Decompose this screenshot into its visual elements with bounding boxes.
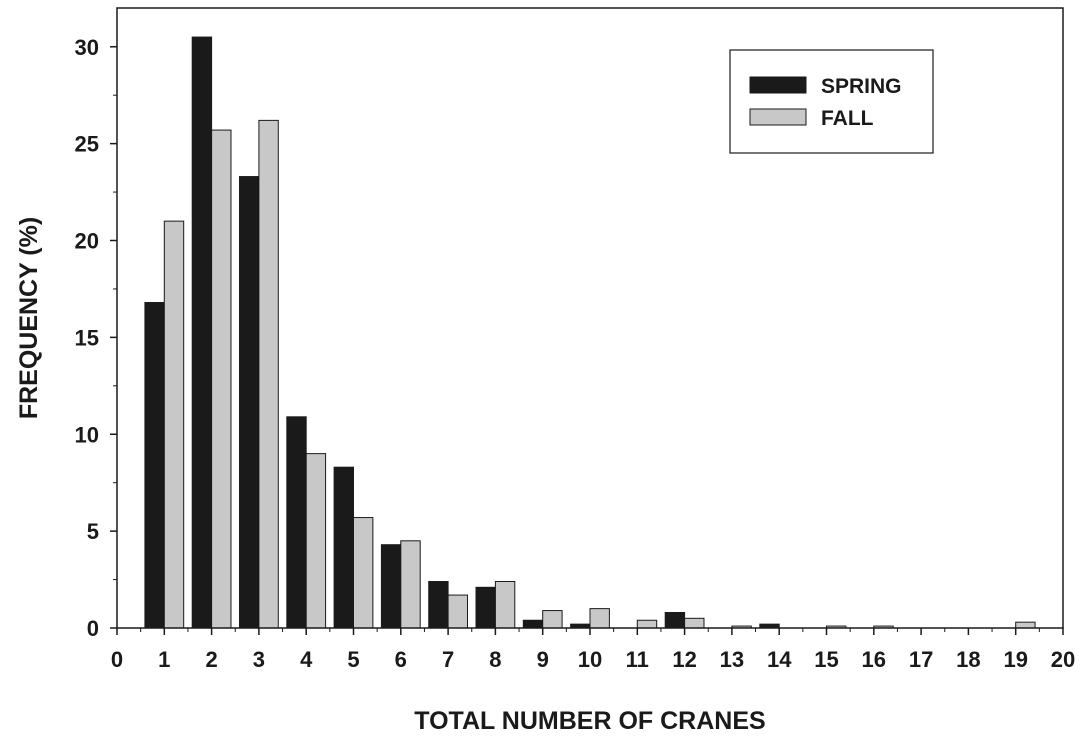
x-tick-label: 12 <box>672 647 696 672</box>
legend-swatch-fall <box>749 108 807 126</box>
y-axis: 0 5 10 15 20 25 30 <box>75 35 117 641</box>
y-tick-label: 15 <box>75 325 99 350</box>
x-tick-label: 17 <box>909 647 933 672</box>
bar-spring-2 <box>191 36 213 629</box>
x-tick-label: 15 <box>814 647 838 672</box>
bar-fall-10 <box>589 608 610 629</box>
bar-fall-3 <box>258 119 279 629</box>
bar-fall-12 <box>684 617 705 629</box>
legend: SPRING FALL <box>729 49 934 154</box>
x-tick-label: 0 <box>111 647 123 672</box>
x-tick-label: 1 <box>158 647 170 672</box>
y-tick-label: 30 <box>75 35 99 60</box>
y-tick-label: 5 <box>87 519 99 544</box>
x-tick-label: 2 <box>205 647 217 672</box>
y-tick-label: 10 <box>75 422 99 447</box>
x-tick-label: 19 <box>1003 647 1027 672</box>
bar-spring-7 <box>428 581 449 629</box>
x-tick-label: 18 <box>956 647 980 672</box>
x-axis-title: TOTAL NUMBER OF CRANES <box>414 707 765 735</box>
bar-fall-11 <box>636 619 658 629</box>
y-axis-title: FREQUENCY (%) <box>15 217 43 419</box>
bar-spring-4 <box>286 416 307 629</box>
bar-spring-5 <box>333 466 354 629</box>
bar-fall-9 <box>542 610 563 629</box>
x-tick-label: 3 <box>253 647 265 672</box>
legend-swatch-spring <box>749 76 807 94</box>
bars-group <box>144 36 1036 629</box>
x-tick-label: 6 <box>395 647 407 672</box>
x-tick-label: 9 <box>537 647 549 672</box>
x-tick-label: 14 <box>767 647 792 672</box>
bar-spring-12 <box>664 612 686 629</box>
y-tick-label: 0 <box>87 616 99 641</box>
bar-spring-3 <box>239 176 260 629</box>
y-tick-label: 25 <box>75 132 99 157</box>
bar-fall-7 <box>447 594 468 629</box>
bar-spring-1 <box>144 302 165 629</box>
bar-fall-6 <box>400 540 421 629</box>
x-tick-label: 5 <box>347 647 359 672</box>
x-tick-label: 8 <box>489 647 501 672</box>
x-tick-label: 20 <box>1051 647 1075 672</box>
legend-box <box>729 49 934 154</box>
bar-spring-8 <box>475 586 496 629</box>
bar-fall-8 <box>494 581 516 629</box>
x-tick-label: 13 <box>720 647 744 672</box>
x-axis: 0 1 2 3 4 5 6 7 8 9 10 11 12 13 14 15 16 17 18 19 20 <box>111 628 1075 672</box>
legend-label-fall: FALL <box>821 107 874 130</box>
bar-fall-2 <box>211 129 232 629</box>
bar-spring-6 <box>380 544 402 629</box>
x-tick-label: 16 <box>862 647 886 672</box>
bar-fall-1 <box>163 220 185 629</box>
x-tick-label: 11 <box>626 647 649 672</box>
y-tick-label: 20 <box>75 229 99 254</box>
x-tick-label: 10 <box>578 647 602 672</box>
bar-fall-4 <box>305 453 327 629</box>
bar-fall-19 <box>1015 621 1036 629</box>
bar-fall-5 <box>353 517 374 629</box>
x-tick-label: 7 <box>442 647 454 672</box>
x-tick-label: 4 <box>300 647 313 672</box>
bar-spring-9 <box>522 619 544 629</box>
legend-label-spring: SPRING <box>821 75 902 98</box>
